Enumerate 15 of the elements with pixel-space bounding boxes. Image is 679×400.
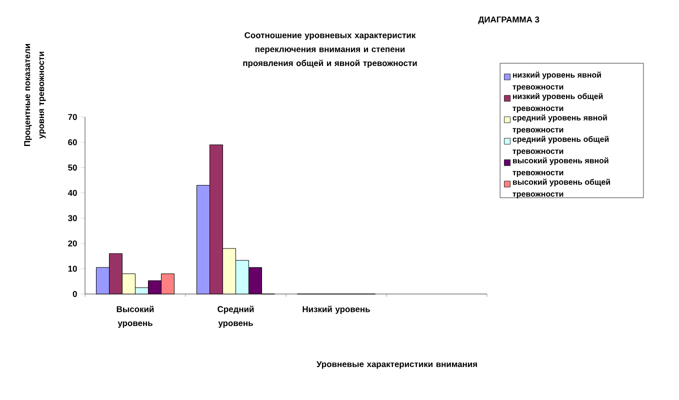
- y-tick-label: 40: [68, 190, 77, 196]
- y-tick-label: 50: [68, 164, 77, 171]
- y-tick-label: 0: [72, 291, 77, 297]
- y-axis-title: Процентные показатели уровня тревожности: [24, 44, 46, 146]
- y-tick-label: 20: [68, 240, 77, 246]
- y-tick-label: 70: [68, 114, 77, 120]
- x-tick-label: Высокий уровень: [116, 306, 154, 328]
- chart-title: Соотношение уровневых характеристик переключения внимания и степени проявления общей и явной тревожности: [243, 32, 417, 68]
- text: ДИАГРАММА 3: [478, 16, 540, 24]
- x-tick-label: Средний уровень: [218, 306, 254, 328]
- y-tick-label: 30: [68, 215, 77, 222]
- x-tick-label: Низкий уровень: [302, 306, 370, 314]
- x-axis-title: Уровневые характеристики внимания: [316, 361, 477, 369]
- y-tick-label: 10: [68, 266, 77, 272]
- y-tick-label: 60: [68, 139, 77, 146]
